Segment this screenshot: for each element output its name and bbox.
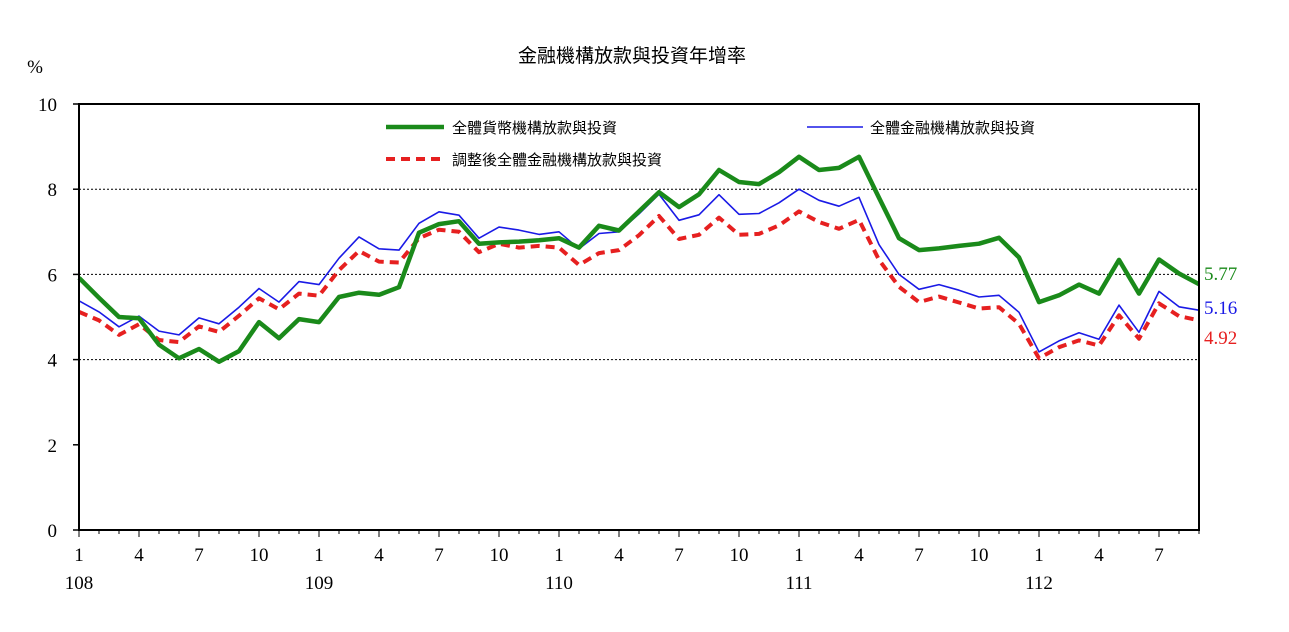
legend-label-2: 全體金融機構放款與投資 xyxy=(870,119,1035,137)
y-tick-label: 8 xyxy=(48,180,58,201)
x-axis: 1 4 7 10 1 4 7 10 1 4 7 10 1 4 7 10 1 4 7 108 109 110 111 112 xyxy=(65,530,1200,594)
x-tick-label: 7 xyxy=(914,545,924,566)
y-tick-label: 2 xyxy=(48,436,58,457)
x-tick-label: 7 xyxy=(194,545,204,566)
year-label: 109 xyxy=(305,573,334,594)
end-value-label-1: 5.77 xyxy=(1204,264,1237,285)
x-tick-label: 4 xyxy=(614,545,624,566)
year-label: 111 xyxy=(785,573,812,594)
x-tick-label: 7 xyxy=(1154,545,1164,566)
x-tick-label: 1 xyxy=(794,545,804,566)
x-tick-label: 1 xyxy=(554,545,564,566)
grid-lines xyxy=(79,188,1199,361)
year-label: 108 xyxy=(65,573,94,594)
year-label: 112 xyxy=(1025,573,1053,594)
end-value-label-3: 4.92 xyxy=(1204,328,1237,349)
y-axis: 0 2 4 6 8 10 xyxy=(38,95,79,542)
end-value-label-2: 5.16 xyxy=(1204,298,1237,319)
series-line-3 xyxy=(78,209,1200,361)
y-tick-label: 4 xyxy=(48,351,58,372)
x-tick-label: 10 xyxy=(970,545,989,566)
x-tick-label: 4 xyxy=(1094,545,1104,566)
x-tick-label: 4 xyxy=(134,545,144,566)
year-label: 110 xyxy=(545,573,573,594)
series-layer xyxy=(77,154,1201,364)
y-tick-label: 10 xyxy=(38,95,57,116)
x-tick-label: 4 xyxy=(374,545,384,566)
y-tick-label: 6 xyxy=(48,265,58,286)
x-tick-label: 10 xyxy=(730,545,749,566)
y-tick-label: 0 xyxy=(48,521,58,542)
x-tick-label: 10 xyxy=(490,545,509,566)
x-tick-label: 7 xyxy=(674,545,684,566)
legend-label-1: 全體貨幣機構放款與投資 xyxy=(452,119,617,137)
legend-label-3: 調整後全體金融機構放款與投資 xyxy=(452,151,662,169)
x-tick-label: 1 xyxy=(1034,545,1044,566)
end-labels: 5.77 5.16 4.92 xyxy=(1204,264,1237,349)
series-line-1 xyxy=(77,154,1201,364)
x-tick-label: 1 xyxy=(314,545,324,566)
x-tick-label: 7 xyxy=(434,545,444,566)
x-tick-label: 4 xyxy=(854,545,864,566)
x-tick-label: 10 xyxy=(250,545,269,566)
chart-title: 金融機構放款與投資年增率 xyxy=(518,45,746,67)
y-axis-unit: % xyxy=(27,57,43,78)
x-tick-label: 1 xyxy=(74,545,84,566)
